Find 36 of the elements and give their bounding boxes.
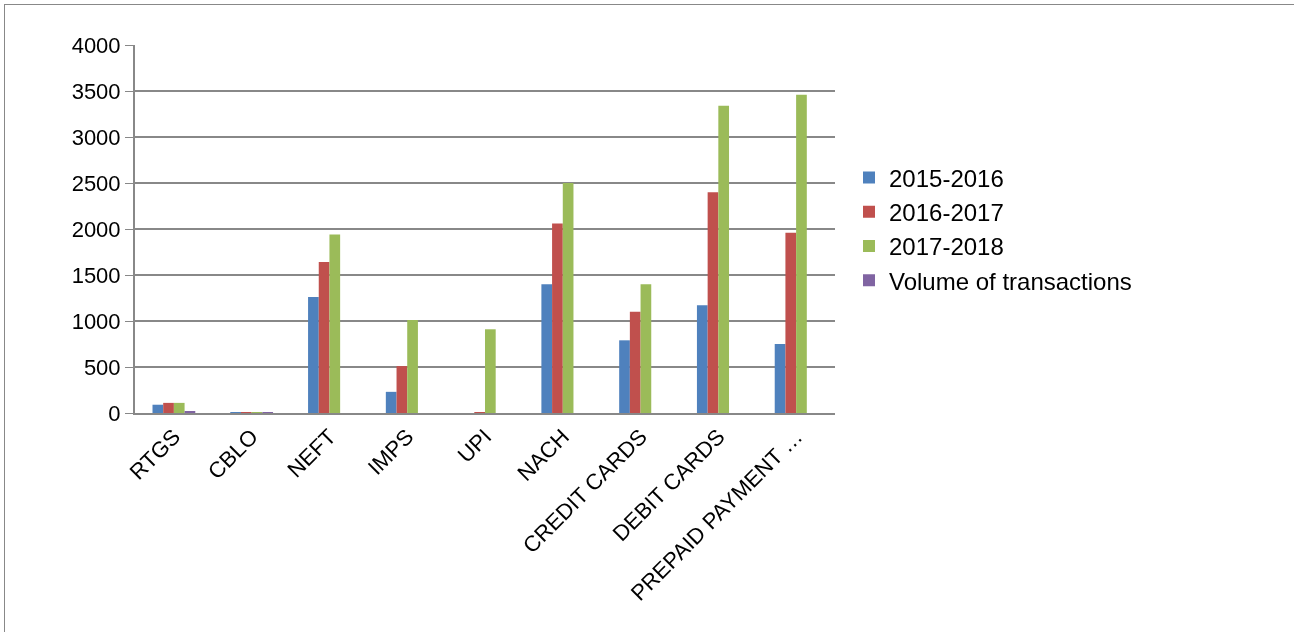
bar — [163, 402, 174, 413]
bar — [562, 183, 574, 413]
bar — [785, 232, 797, 413]
y-tick-label: 1500 — [71, 262, 121, 288]
y-tick-label: 500 — [83, 354, 121, 380]
y-tick-label: 3000 — [71, 124, 121, 150]
legend-label: 2015-2016 — [889, 164, 1004, 192]
y-tick-label: 1000 — [71, 308, 121, 334]
y-tick-label: 3500 — [71, 78, 121, 104]
bar — [552, 223, 563, 413]
bar — [629, 311, 641, 413]
bar — [718, 105, 730, 413]
legend-label: 2016-2017 — [889, 199, 1004, 227]
bar — [329, 234, 341, 413]
bar — [396, 366, 408, 413]
bar — [485, 329, 496, 413]
bar — [707, 192, 719, 413]
y-tick-label: 2000 — [71, 216, 121, 242]
bar — [619, 340, 630, 413]
bar — [696, 305, 708, 413]
y-tick-label: 4000 — [71, 32, 121, 58]
bar — [385, 391, 397, 413]
bar — [152, 404, 164, 413]
legend-label: Volume of transactions — [889, 267, 1132, 295]
bar — [308, 297, 319, 413]
x-tick-label: UPI — [452, 424, 497, 468]
y-tick-label: 2500 — [71, 170, 121, 196]
bar — [318, 262, 330, 413]
y-tick-label: 0 — [108, 400, 121, 426]
legend-label: 2017-2018 — [889, 233, 1004, 261]
bar — [640, 284, 652, 413]
bar — [796, 94, 807, 413]
bar — [407, 320, 418, 413]
bar — [173, 402, 185, 413]
bar — [541, 284, 553, 413]
bar — [774, 344, 786, 413]
